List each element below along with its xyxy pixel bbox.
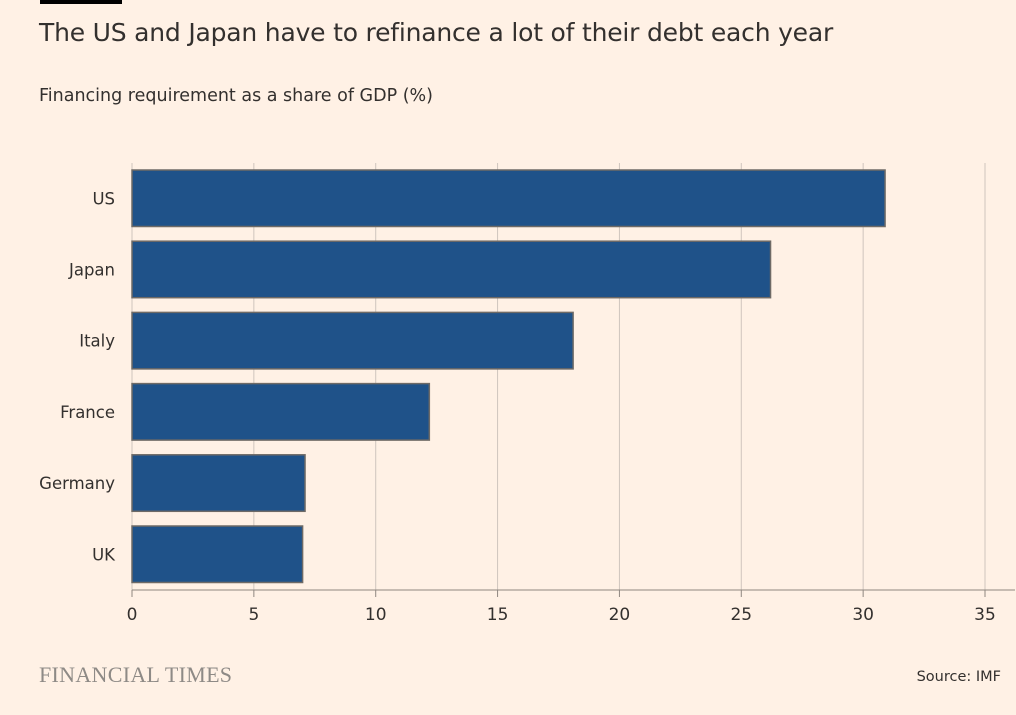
x-tick-label: 35 bbox=[974, 605, 996, 625]
x-tick-label: 30 bbox=[852, 605, 874, 625]
x-tick-label: 15 bbox=[487, 605, 509, 625]
source-note: Source: IMF bbox=[916, 669, 1001, 685]
chart-title: The US and Japan have to refinance a lot… bbox=[39, 18, 834, 47]
category-label: Germany bbox=[39, 474, 115, 493]
category-label: UK bbox=[92, 545, 116, 564]
ft-logo: FINANCIAL TIMES bbox=[39, 662, 233, 687]
bar bbox=[131, 382, 431, 441]
category-label: Japan bbox=[68, 260, 115, 279]
category-label: France bbox=[60, 403, 115, 422]
bar bbox=[131, 169, 886, 228]
x-tick-label: 5 bbox=[248, 605, 259, 625]
x-tick-label: 20 bbox=[609, 605, 631, 625]
bar bbox=[131, 454, 306, 513]
chart-subtitle: Financing requirement as a share of GDP … bbox=[39, 86, 433, 106]
bar bbox=[131, 240, 772, 299]
bar bbox=[131, 311, 574, 370]
x-tick-label: 0 bbox=[127, 605, 138, 625]
category-label: US bbox=[92, 189, 115, 208]
category-label: Italy bbox=[79, 332, 115, 351]
top-accent-bar bbox=[40, 0, 122, 4]
x-tick-label: 10 bbox=[365, 605, 387, 625]
bar bbox=[131, 525, 304, 584]
x-tick-label: 25 bbox=[730, 605, 752, 625]
